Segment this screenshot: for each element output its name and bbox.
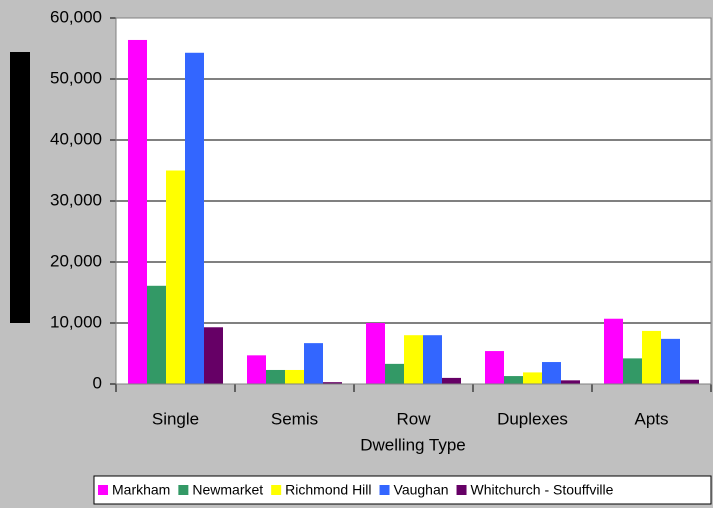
y-tick-label: 30,000 [50, 190, 102, 209]
legend: Markham Newmarket Richmond Hill Vaughan Whit… [93, 475, 712, 505]
bar [385, 363, 404, 384]
bar [285, 369, 304, 384]
bar [185, 52, 204, 385]
y-tick-label: 0 [93, 373, 102, 392]
legend-label: Markham [112, 482, 170, 498]
axis-title-block [10, 52, 30, 323]
bar [404, 335, 423, 384]
legend-label: Richmond Hill [285, 482, 371, 498]
bar [204, 327, 223, 384]
x-tick-label: Row [396, 409, 431, 428]
bar [504, 376, 523, 384]
legend-swatch [271, 485, 282, 495]
bar [128, 39, 147, 385]
x-tick-label: Duplexes [497, 409, 568, 428]
legend-box [93, 475, 712, 505]
x-tick-label: Semis [271, 409, 318, 428]
bar [680, 379, 699, 384]
legend-swatch [456, 485, 467, 495]
bar [642, 330, 661, 384]
y-tick-label: 20,000 [50, 251, 102, 270]
legend-swatch [379, 485, 390, 495]
plot-border [115, 17, 712, 385]
bar [485, 351, 504, 384]
bar [623, 358, 642, 384]
legend-label: Whitchurch - Stouffville [471, 482, 614, 498]
bar [423, 335, 442, 384]
x-tick-label: Single [152, 409, 199, 428]
bar [323, 382, 342, 384]
bar [266, 369, 285, 384]
bar [147, 285, 166, 384]
bar [561, 380, 580, 384]
legend-label: Newmarket [192, 482, 263, 498]
y-tick-label: 10,000 [50, 312, 102, 331]
bar [523, 372, 542, 384]
bar [661, 338, 680, 384]
bar [604, 318, 623, 384]
y-tick-label: 40,000 [50, 129, 102, 148]
bar [166, 170, 185, 384]
legend-swatch [178, 485, 189, 495]
bar [442, 377, 461, 384]
bar [304, 343, 323, 384]
legend-label: Vaughan [394, 482, 449, 498]
x-axis-label: Dwelling Type [360, 435, 466, 454]
bar [247, 355, 266, 384]
y-tick-label: 60,000 [50, 7, 102, 26]
x-tick-label: Apts [634, 409, 668, 428]
legend-swatch [98, 485, 108, 495]
y-tick-label: 50,000 [50, 68, 102, 87]
bar [542, 362, 561, 384]
bar [366, 323, 385, 384]
